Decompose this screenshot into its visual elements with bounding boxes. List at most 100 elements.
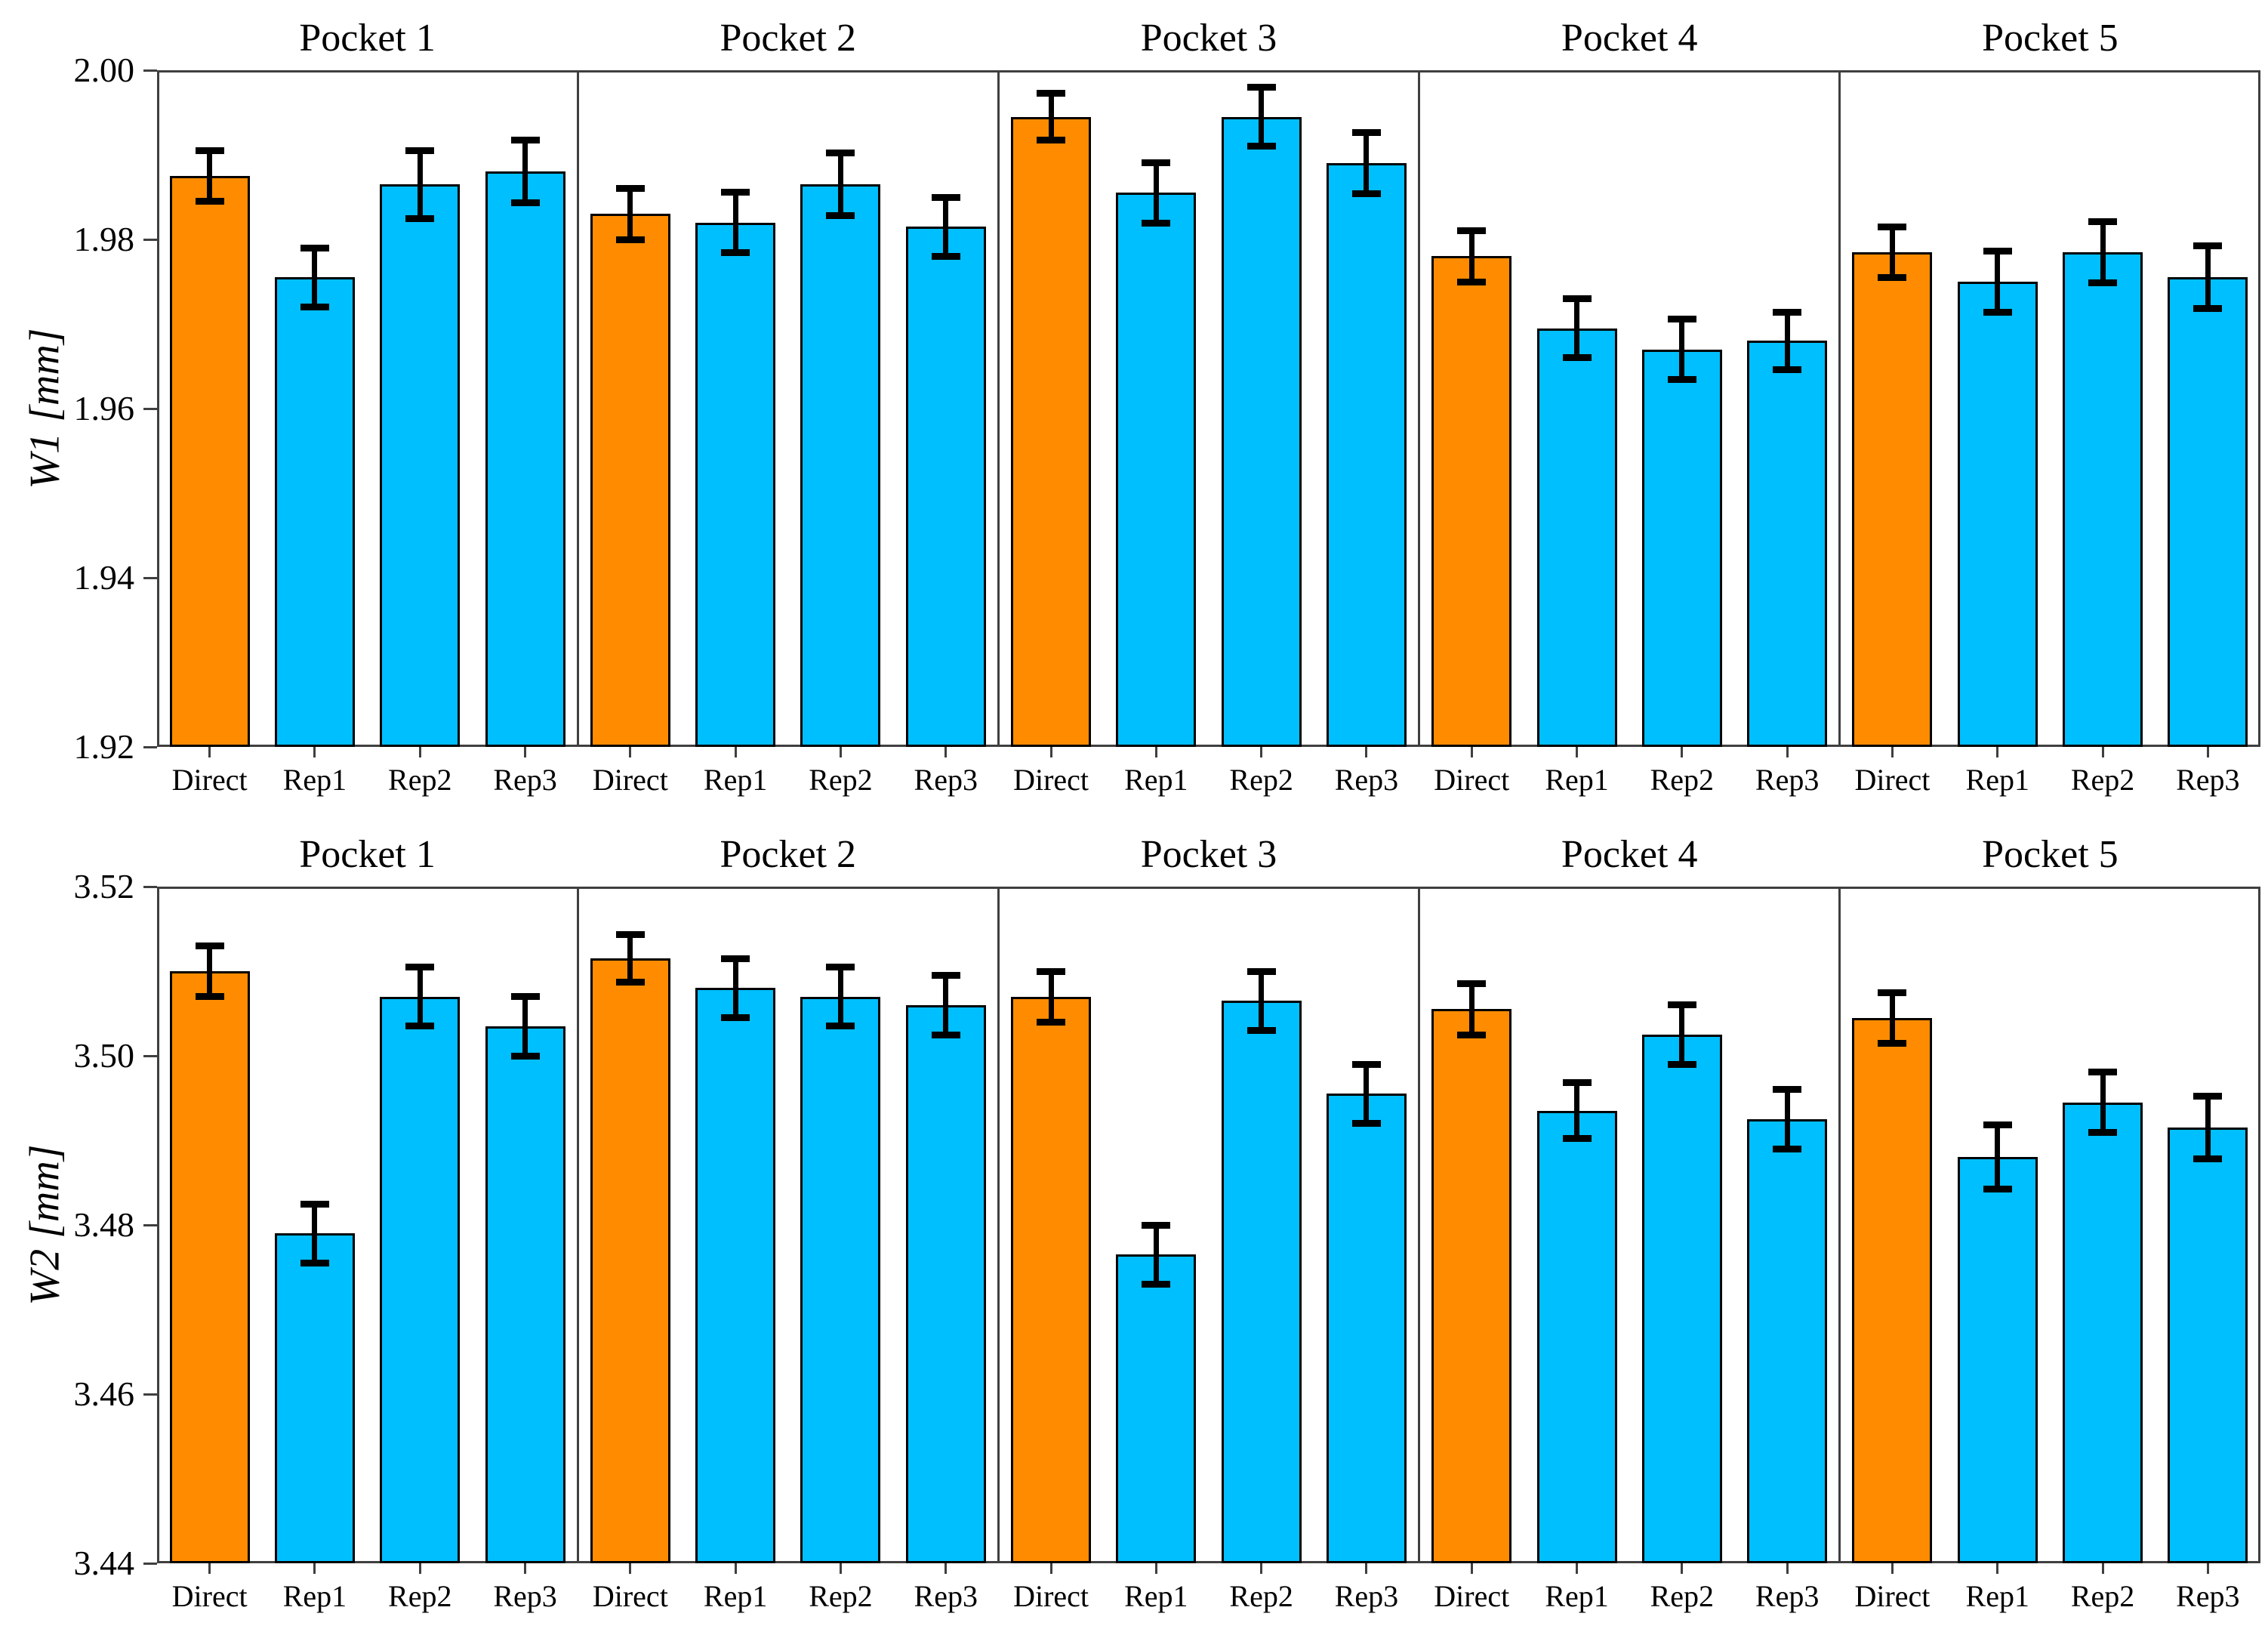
error-bar-stem: [1574, 1082, 1580, 1139]
panel-divider: [997, 70, 1000, 747]
x-tick-label: Rep1: [1124, 1579, 1188, 1613]
error-bar-top-cap: [195, 147, 224, 154]
x-tick-label: Direct: [1013, 1579, 1089, 1613]
x-tick-mark: [524, 1563, 527, 1574]
x-tick-label: Rep2: [809, 763, 873, 797]
x-tick-mark: [313, 747, 316, 757]
error-bar-stem: [732, 958, 738, 1018]
panel-title: Pocket 3: [1140, 833, 1277, 876]
panel-title: Pocket 5: [1982, 17, 2119, 60]
error-bar-stem: [1048, 93, 1054, 140]
bar: [380, 184, 461, 747]
error-bar-top-cap: [1562, 1079, 1592, 1087]
x-tick-label: Rep2: [1650, 763, 1715, 797]
x-tick-mark: [2206, 1563, 2209, 1574]
panel-divider: [1838, 70, 1841, 747]
x-tick-mark: [1681, 747, 1684, 757]
x-tick-mark: [1470, 1563, 1473, 1574]
panel-title: Pocket 2: [720, 833, 857, 876]
error-bar-stem: [943, 975, 949, 1035]
error-bar-stem: [1784, 312, 1790, 370]
error-bar-bottom-cap: [1457, 278, 1487, 285]
bar: [590, 214, 670, 747]
bar: [485, 1026, 565, 1563]
bar: [800, 184, 881, 747]
error-bar-bottom-cap: [1562, 1135, 1592, 1143]
error-bar-top-cap: [195, 942, 224, 949]
error-bar-bottom-cap: [721, 1014, 750, 1022]
error-bar-stem: [1679, 319, 1685, 380]
x-tick-mark: [944, 1563, 948, 1574]
x-tick-mark: [839, 747, 842, 757]
x-tick-label: Direct: [1013, 763, 1089, 797]
error-bar-top-cap: [1667, 1001, 1696, 1009]
x-tick-mark: [208, 1563, 211, 1574]
error-bar-bottom-cap: [1037, 1018, 1066, 1026]
error-bar-bottom-cap: [300, 1259, 329, 1266]
error-bar-top-cap: [510, 993, 540, 1001]
panel-divider: [1838, 887, 1841, 1563]
error-bar-bottom-cap: [1562, 354, 1592, 362]
error-bar-top-cap: [931, 193, 960, 201]
error-bar-top-cap: [1351, 129, 1381, 137]
y-tick-mark: [143, 1393, 157, 1396]
bar: [1747, 341, 1828, 747]
y-tick-label: 3.48: [73, 1205, 135, 1244]
x-tick-label: Rep3: [914, 763, 978, 797]
bar: [1431, 1009, 1512, 1563]
x-tick-mark: [734, 747, 737, 757]
bar: [905, 1004, 986, 1563]
x-tick-label: Rep3: [2176, 763, 2240, 797]
x-tick-label: Rep2: [1650, 1579, 1715, 1613]
x-tick-mark: [1470, 747, 1473, 757]
y-tick-label: 2.00: [73, 51, 135, 89]
error-bar-top-cap: [615, 931, 645, 939]
x-tick-mark: [524, 747, 527, 757]
error-bar-stem: [732, 192, 738, 253]
panel-title: Pocket 5: [1982, 833, 2119, 876]
y-tick-mark: [143, 745, 157, 748]
y-tick-label: 1.96: [73, 389, 135, 427]
panel-title: Pocket 1: [299, 833, 436, 876]
x-tick-mark: [1049, 1563, 1052, 1574]
error-bar-stem: [522, 996, 528, 1056]
error-bar-top-cap: [1142, 159, 1171, 166]
x-tick-label: Rep1: [282, 1579, 347, 1613]
error-bar-bottom-cap: [1351, 190, 1381, 198]
bar: [1431, 256, 1512, 747]
x-tick-mark: [1260, 1563, 1263, 1574]
x-tick-mark: [2101, 747, 2104, 757]
y-tick-label: 3.44: [73, 1544, 135, 1582]
error-bar-stem: [837, 967, 843, 1026]
x-tick-label: Rep3: [914, 1579, 978, 1613]
bar: [1116, 1254, 1197, 1563]
error-bar-bottom-cap: [1878, 1039, 1907, 1047]
y-tick-label: 3.52: [73, 867, 135, 905]
error-bar-bottom-cap: [2193, 305, 2223, 313]
error-bar-top-cap: [1246, 967, 1276, 975]
x-tick-label: Rep3: [1334, 1579, 1399, 1613]
x-tick-label: Direct: [1854, 1579, 1931, 1613]
y-tick-label: 1.92: [73, 727, 135, 766]
error-bar-top-cap: [1037, 89, 1066, 97]
x-tick-label: Rep1: [282, 763, 347, 797]
error-bar-top-cap: [931, 972, 960, 980]
y-tick-mark: [143, 407, 157, 410]
error-bar-top-cap: [2193, 242, 2223, 250]
x-tick-label: Rep2: [1229, 1579, 1293, 1613]
error-bar-stem: [417, 150, 423, 218]
bar: [169, 176, 250, 747]
error-bar-bottom-cap: [2088, 1129, 2118, 1137]
y-tick-mark: [143, 69, 157, 72]
panel-title: Pocket 3: [1140, 17, 1277, 60]
x-tick-label: Rep2: [388, 1579, 452, 1613]
x-tick-label: Direct: [1434, 763, 1510, 797]
x-tick-mark: [1891, 1563, 1894, 1574]
panel-divider: [997, 887, 1000, 1563]
x-tick-label: Direct: [592, 763, 668, 797]
error-bar-top-cap: [1773, 1086, 1802, 1094]
error-bar-bottom-cap: [1667, 376, 1696, 384]
error-bar-stem: [312, 248, 318, 307]
x-tick-mark: [944, 747, 948, 757]
error-bar-bottom-cap: [300, 304, 329, 311]
